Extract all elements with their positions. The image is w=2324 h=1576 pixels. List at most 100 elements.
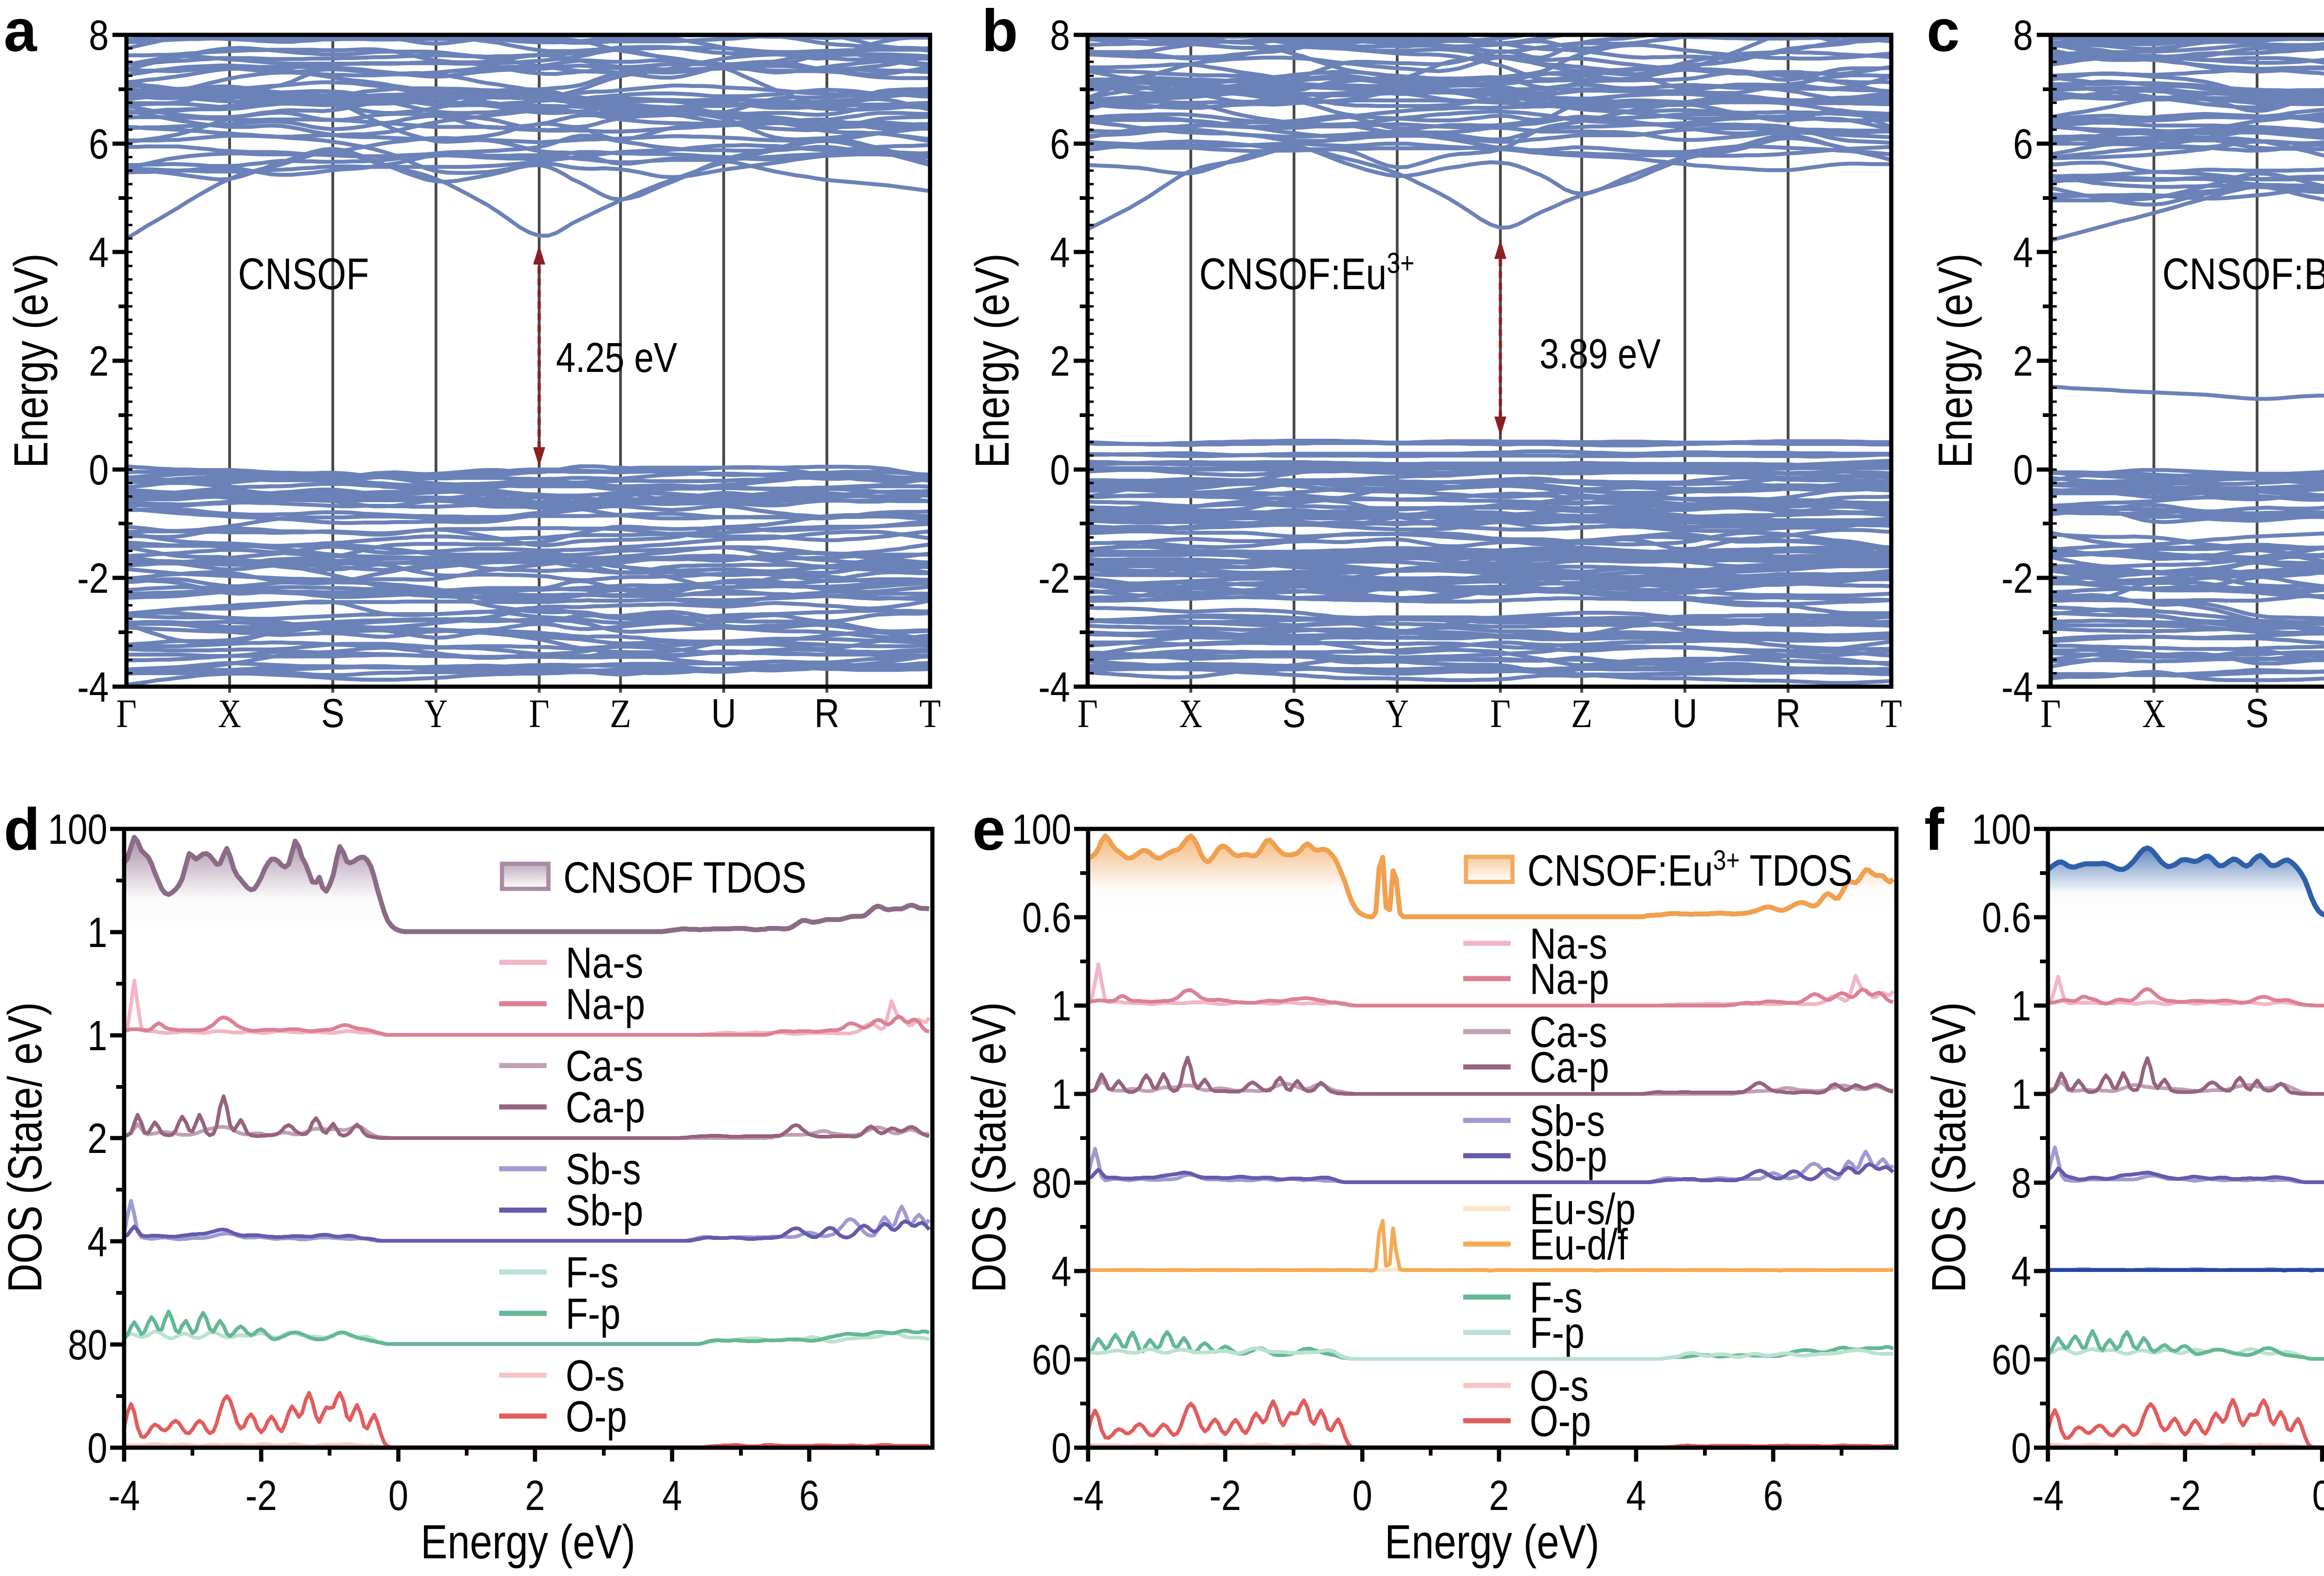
svg-text:Eu-d/f: Eu-d/f [1530,1220,1628,1269]
svg-text:0: 0 [1051,1425,1071,1472]
svg-text:-4: -4 [1038,664,1070,711]
svg-text:3.89 eV: 3.89 eV [1539,331,1661,377]
svg-text:6: 6 [1763,1472,1783,1519]
svg-text:Sb-s: Sb-s [1530,1096,1605,1145]
svg-text:8: 8 [2013,12,2033,59]
svg-text:4: 4 [87,1218,107,1265]
svg-text:4: 4 [2011,1248,2031,1295]
svg-text:F-s: F-s [1530,1273,1583,1322]
svg-text:CNSOF TDOS: CNSOF TDOS [563,853,806,902]
svg-text:-2: -2 [2001,555,2033,602]
svg-text:S: S [2245,691,2269,736]
svg-text:Na-s: Na-s [566,938,643,987]
svg-text:4.25 eV: 4.25 eV [556,335,677,381]
svg-text:F-p: F-p [1530,1308,1585,1357]
svg-text:100: 100 [48,806,107,853]
svg-text:6: 6 [799,1472,819,1519]
svg-text:CNSOF:Eu3+ TDOS: CNSOF:Eu3+ TDOS [1527,845,1853,895]
svg-text:R: R [814,691,839,736]
svg-text:1: 1 [2011,1071,2031,1118]
svg-text:1: 1 [2011,983,2031,1030]
svg-text:Sb-s: Sb-s [566,1145,641,1193]
svg-text:F-s: F-s [566,1248,619,1297]
svg-text:Ca-p: Ca-p [566,1083,645,1132]
svg-text:60: 60 [1032,1337,1071,1384]
svg-text:4: 4 [89,229,109,276]
svg-text:2: 2 [1050,338,1070,385]
svg-text:Energy (eV): Energy (eV) [965,253,1019,468]
svg-text:CNSOF:Bi3+: CNSOF:Bi3+ [2162,247,2324,299]
svg-text:DOS (State/ eV): DOS (State/ eV) [962,1002,1016,1293]
svg-text:100: 100 [1012,806,1071,853]
svg-text:0: 0 [89,447,109,494]
svg-text:Γ: Γ [2040,691,2061,736]
svg-text:-2: -2 [1209,1472,1241,1519]
svg-text:-2: -2 [1038,555,1070,602]
svg-text:-4: -4 [2001,664,2033,711]
svg-text:X: X [2142,691,2166,736]
svg-text:O-p: O-p [566,1392,627,1441]
svg-text:100: 100 [1972,806,2031,853]
svg-text:4: 4 [1050,229,1070,276]
svg-text:O-s: O-s [566,1351,625,1400]
svg-text:-2: -2 [2169,1472,2201,1519]
svg-text:a: a [4,0,37,64]
svg-text:0.6: 0.6 [1982,894,2031,941]
svg-text:T: T [919,691,941,736]
svg-text:Ca-p: Ca-p [1530,1043,1609,1092]
svg-text:Na-s: Na-s [1530,919,1607,968]
svg-text:Energy (eV): Energy (eV) [1385,1515,1599,1569]
svg-text:1: 1 [1051,1071,1071,1118]
svg-text:0.6: 0.6 [1022,894,1071,941]
svg-text:4: 4 [1051,1248,1071,1295]
svg-text:X: X [1179,691,1202,736]
svg-text:0: 0 [2312,1472,2324,1519]
svg-text:0: 0 [1353,1472,1373,1519]
svg-text:-4: -4 [108,1472,140,1519]
svg-text:d: d [4,796,40,863]
svg-text:-4: -4 [2032,1472,2064,1519]
svg-text:0: 0 [87,1425,107,1472]
svg-text:X: X [218,691,241,736]
svg-text:-2: -2 [245,1472,277,1519]
svg-text:T: T [1881,691,1902,736]
svg-text:DOS (State/ eV): DOS (State/ eV) [0,1002,52,1293]
svg-text:8: 8 [89,12,109,59]
svg-text:80: 80 [1032,1160,1071,1207]
svg-text:1: 1 [87,1013,107,1059]
svg-text:2: 2 [89,338,109,385]
svg-text:O-p: O-p [1530,1397,1591,1445]
svg-text:Ca-s: Ca-s [1530,1007,1607,1056]
svg-text:Eu-s/p: Eu-s/p [1530,1185,1636,1233]
svg-text:Γ: Γ [1077,691,1098,736]
svg-text:S: S [321,691,344,736]
svg-text:S: S [1282,691,1306,736]
svg-text:60: 60 [1992,1337,2031,1384]
svg-text:4: 4 [1626,1472,1646,1519]
svg-text:Energy (eV): Energy (eV) [4,253,58,468]
svg-text:2: 2 [1489,1472,1509,1519]
svg-text:Ca-s: Ca-s [566,1041,643,1090]
svg-text:Na-p: Na-p [1530,954,1609,1003]
svg-text:2: 2 [525,1472,545,1519]
svg-text:Energy (eV): Energy (eV) [1928,253,1982,468]
svg-text:Sb-p: Sb-p [566,1186,643,1235]
svg-text:0: 0 [1050,447,1070,494]
svg-text:DOS (State/ eV): DOS (State/ eV) [1922,1002,1975,1293]
svg-text:4: 4 [662,1472,682,1519]
svg-text:8: 8 [2011,1160,2031,1207]
svg-text:Γ: Γ [116,691,137,736]
svg-text:1: 1 [87,909,107,956]
svg-text:CNSOF: CNSOF [238,249,369,299]
svg-text:Y: Y [1386,691,1409,736]
svg-text:-4: -4 [77,664,109,711]
svg-text:6: 6 [89,121,109,168]
svg-text:Y: Y [424,691,448,736]
svg-text:Sb-p: Sb-p [1530,1132,1607,1180]
svg-text:1: 1 [1051,983,1071,1030]
svg-text:U: U [711,691,736,736]
svg-text:0: 0 [389,1472,409,1519]
svg-text:U: U [1672,691,1697,736]
svg-text:-4: -4 [1072,1472,1104,1519]
svg-text:c: c [1927,0,1960,64]
